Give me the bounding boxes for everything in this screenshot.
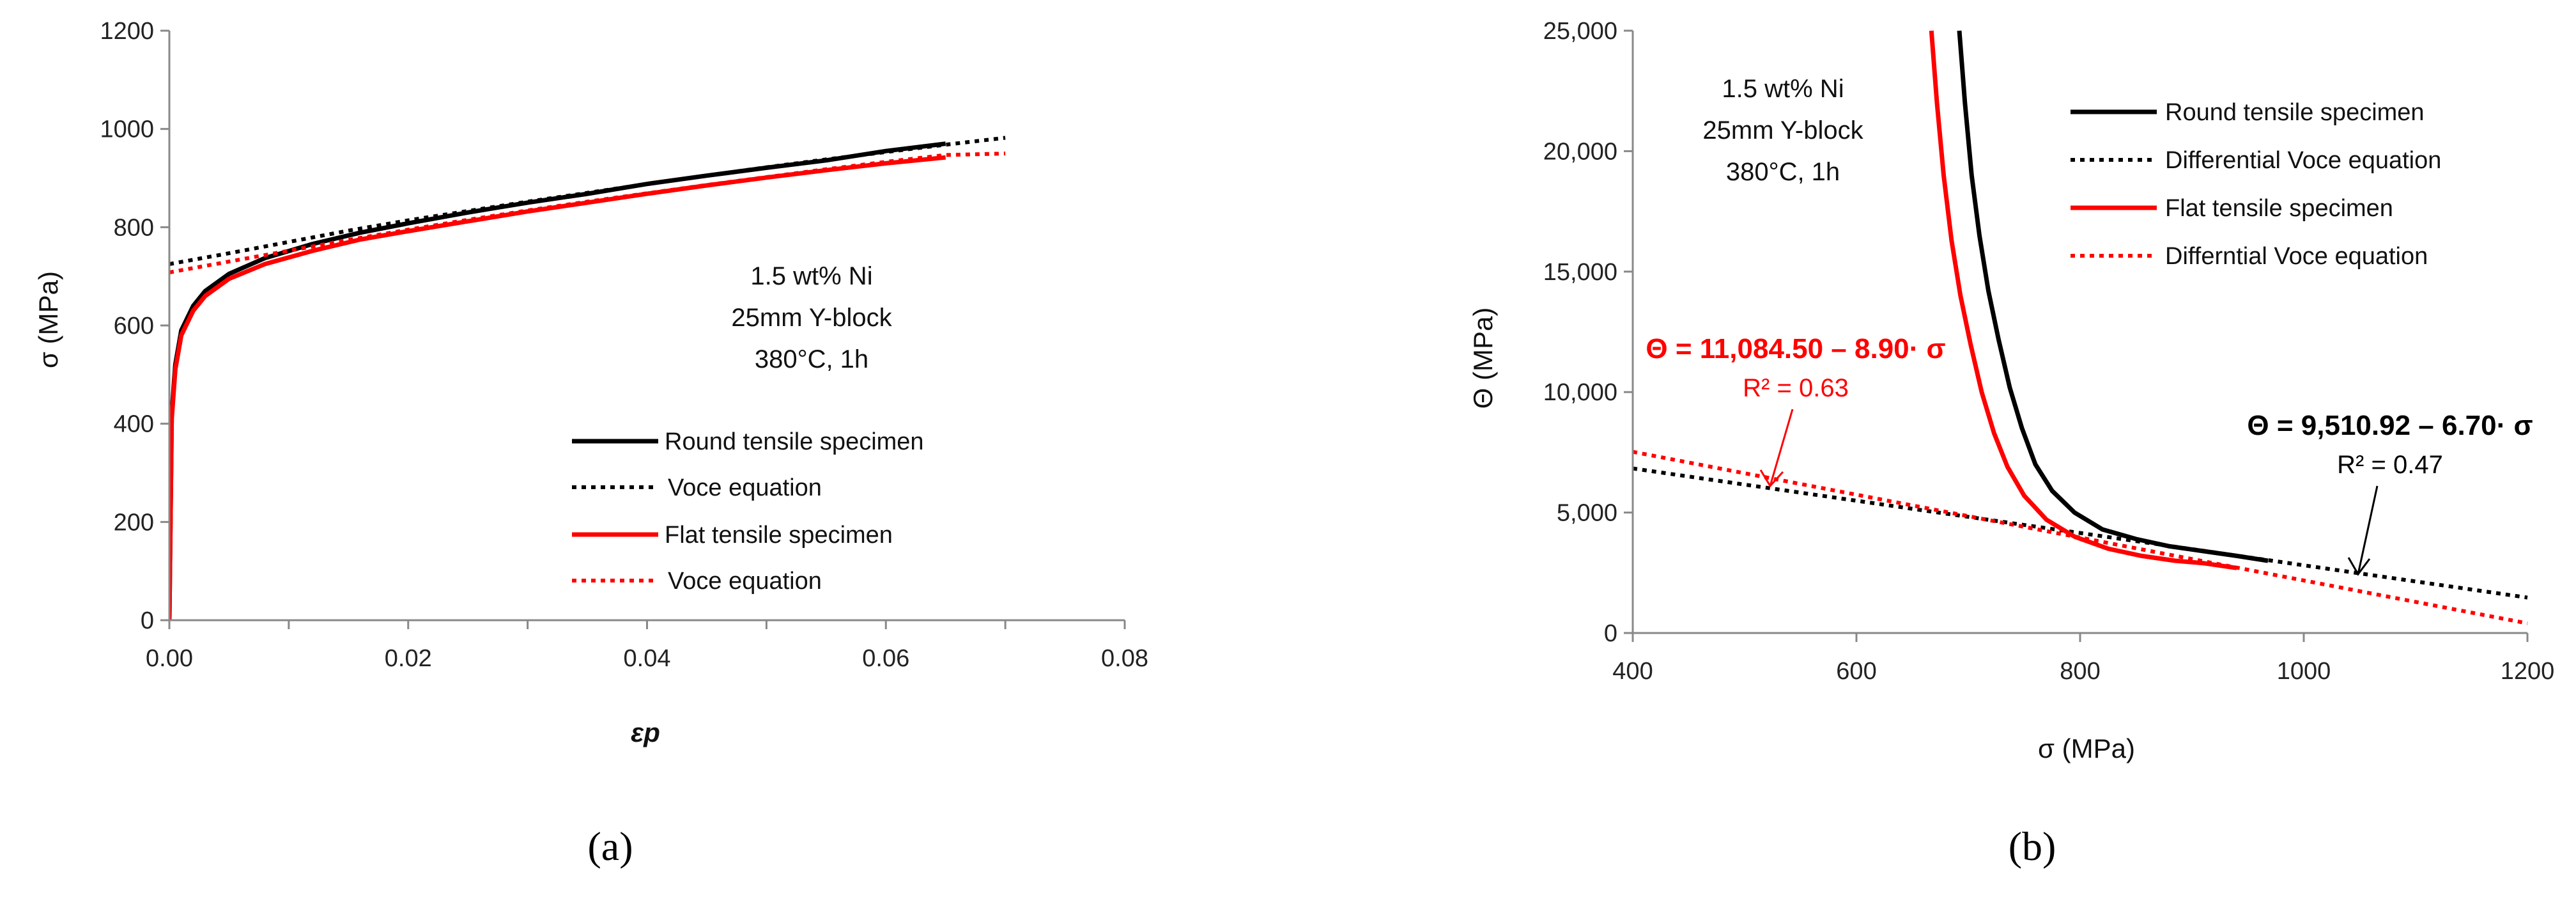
chart-b: 0 5,000 10,000 15,000 20,000 25,000 400 600 800 1… (1468, 18, 2554, 869)
x-tick-label: 0.04 (624, 645, 671, 672)
chart-a-x-label: εp (631, 717, 660, 747)
y-tick-label: 200 (114, 509, 154, 536)
y-tick-label: 1000 (100, 116, 154, 143)
chart-b-legend: Round tensile specimen Differential Voce… (2071, 99, 2441, 270)
equation-red-r2: R² = 0.63 (1743, 374, 1849, 402)
equation-black: Θ = 9,510.92 – 6.70· σ (2247, 410, 2533, 441)
chart-a-annotation-line: 1.5 wt% Ni (750, 262, 872, 290)
y-tick-label: 15,000 (1543, 259, 1617, 286)
x-tick-label: 0.06 (862, 645, 909, 672)
panel-label-b: (b) (2009, 824, 2056, 869)
chart-b-series-layer (1633, 30, 2528, 625)
chart-a-series-layer (169, 136, 1006, 621)
chart-a-annotation-line: 380°C, 1h (755, 345, 868, 373)
y-tick-label: 1200 (100, 18, 154, 45)
x-tick-label: 800 (2060, 658, 2100, 685)
y-tick-label: 600 (114, 313, 154, 340)
legend-entry: Round tensile specimen (2165, 99, 2425, 126)
equation-red: Θ = 11,084.50 – 8.90· σ (1646, 333, 1945, 364)
x-tick-label: 0.00 (146, 645, 193, 672)
y-tick-label: 5,000 (1557, 500, 1617, 527)
x-tick-label: 400 (1612, 658, 1653, 685)
series-line-1 (1957, 30, 2269, 563)
equation-red-arrowhead (1759, 469, 1784, 488)
equation-black-r2: R² = 0.47 (2337, 451, 2443, 479)
chart-b-equation-black: Θ = 9,510.92 – 6.70· σ R² = 0.47 (2247, 410, 2533, 576)
equation-red-arrow (1769, 409, 1794, 487)
chart-b-annotation: 1.5 wt% Ni 25mm Y-block 380°C, 1h (1702, 75, 1863, 186)
chart-a-annotation: 1.5 wt% Ni 25mm Y-block 380°C, 1h (731, 262, 892, 373)
series-line-3 (1929, 30, 2237, 570)
panel-label-a: (a) (587, 824, 633, 869)
chart-b-equation-red: Θ = 11,084.50 – 8.90· σ R² = 0.63 (1646, 333, 1946, 488)
legend-entry: Round tensile specimen (665, 428, 924, 455)
legend-entry: Flat tensile specimen (665, 522, 893, 549)
legend-entry: Differential Voce equation (2165, 147, 2441, 174)
legend-entry: Voce equation (668, 568, 822, 595)
series-line-2 (169, 136, 1006, 266)
series-line-1 (169, 141, 946, 621)
legend-entry: Voce equation (668, 474, 822, 501)
legend-entry: Flat tensile specimen (2165, 195, 2393, 222)
chart-a-ticks: 0 200 400 600 800 1000 1200 0.00 0.02 0.04 0.06 0.0… (100, 18, 1148, 672)
legend-entry: Differntial Voce equation (2165, 243, 2428, 270)
chart-a: 0 200 400 600 800 1000 1200 0.00 0.02 0.04 0.06 0.0… (33, 18, 1148, 869)
equation-black-arrow (2357, 485, 2379, 575)
y-tick-label: 800 (114, 214, 154, 241)
chart-b-annotation-line: 25mm Y-block (1702, 116, 1863, 145)
series-line-4 (169, 152, 1006, 274)
chart-b-annotation-line: 380°C, 1h (1726, 158, 1840, 186)
chart-b-annotation-line: 1.5 wt% Ni (1722, 75, 1844, 103)
series-line-4 (1633, 450, 2528, 625)
x-tick-label: 0.02 (385, 645, 432, 672)
chart-b-x-label: σ (MPa) (2038, 733, 2135, 763)
y-tick-label: 0 (1604, 620, 1617, 647)
x-tick-label: 1000 (2277, 658, 2331, 685)
x-tick-label: 600 (1836, 658, 1876, 685)
y-tick-label: 0 (141, 607, 154, 634)
chart-a-annotation-line: 25mm Y-block (731, 304, 892, 332)
chart-b-ticks: 0 5,000 10,000 15,000 20,000 25,000 400 600 800 1… (1543, 18, 2555, 685)
chart-b-y-label: Θ (MPa) (1468, 308, 1498, 409)
x-tick-label: 1200 (2501, 658, 2555, 685)
y-tick-label: 10,000 (1543, 379, 1617, 406)
y-tick-label: 400 (114, 411, 154, 438)
x-tick-label: 0.08 (1101, 645, 1148, 672)
chart-a-legend: Round tensile specimen Voce equation Fla… (572, 428, 924, 595)
series-line-2 (1633, 466, 2528, 600)
y-tick-label: 20,000 (1543, 138, 1617, 165)
chart-a-y-label: σ (MPa) (33, 271, 63, 368)
equation-black-arrowhead (2347, 557, 2371, 576)
y-tick-label: 25,000 (1543, 18, 1617, 45)
series-line-3 (169, 155, 946, 621)
